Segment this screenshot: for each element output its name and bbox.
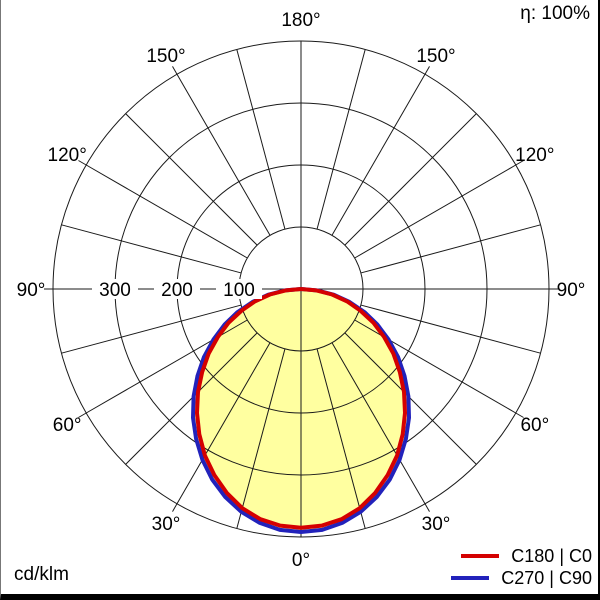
legend-item-c270-c90: C270 | C90 — [451, 568, 592, 588]
grid-spoke — [125, 113, 258, 246]
angle-label-120-right: 120° — [515, 145, 554, 166]
radial-label-plate — [92, 279, 138, 299]
radial-label-plate — [216, 279, 262, 299]
grid-spoke — [316, 348, 366, 529]
radial-label-300: 300 — [99, 280, 131, 301]
angle-label-60-right: 60° — [520, 415, 549, 436]
angle-tick — [172, 503, 178, 512]
angle-tick — [172, 66, 178, 75]
angle-labels: 0° 30° 30° 60° 60° 90° 90° 120° 120° 150° 150° 180° — [17, 10, 586, 571]
radial-label-plate — [154, 279, 200, 299]
angle-tick — [424, 503, 430, 512]
angle-tick — [424, 66, 430, 75]
grid-spoke — [85, 164, 248, 259]
angle-label-150-left: 150° — [146, 46, 185, 67]
grid-spoke — [125, 332, 258, 465]
grid-spoke — [354, 164, 517, 259]
legend: C180 | C0 C270 | C90 — [451, 546, 592, 588]
grid-spoke — [236, 348, 286, 529]
angle-label-150-right: 150° — [416, 46, 455, 67]
angle-label-180: 180° — [281, 10, 320, 31]
angle-label-60-left: 60° — [53, 415, 82, 436]
grid-spoke — [360, 224, 541, 274]
angle-tick — [515, 412, 524, 418]
angle-label-0: 0° — [292, 550, 310, 571]
grid-spoke — [344, 113, 477, 246]
angle-label-90-left: 90° — [17, 280, 46, 301]
grid-spoke — [331, 73, 426, 236]
grid-spoke — [316, 49, 366, 230]
radial-label-100: 100 — [223, 280, 255, 301]
legend-line-red-icon — [461, 554, 500, 558]
angle-label-90-right: 90° — [557, 280, 586, 301]
grid-spoke — [176, 342, 271, 505]
angle-tick — [515, 160, 524, 166]
legend-label-c180-c0: C180 | C0 — [511, 545, 592, 566]
grid-spoke — [360, 304, 541, 354]
grid-spokes — [61, 49, 541, 529]
angle-label-30-right: 30° — [422, 514, 451, 535]
angle-label-120-left: 120° — [48, 145, 87, 166]
efficiency-label: η: 100% — [520, 3, 590, 24]
angle-tick — [78, 160, 87, 166]
grid-spoke — [344, 332, 477, 465]
grid-spoke — [176, 73, 271, 236]
curve-c270-c90 — [191, 287, 411, 534]
grid-spoke — [61, 224, 242, 274]
radial-labels: 300 200 100 — [92, 279, 262, 301]
grid-spoke — [61, 304, 242, 354]
legend-item-c180-c0: C180 | C0 — [451, 546, 592, 566]
angle-label-30-left: 30° — [152, 514, 181, 535]
legend-line-blue-icon — [451, 576, 490, 580]
legend-label-c270-c90: C270 | C90 — [501, 567, 592, 588]
angle-ticks — [44, 66, 558, 512]
curve-c180-c0 — [195, 287, 407, 530]
radial-label-200: 200 — [161, 280, 193, 301]
angle-tick — [78, 412, 87, 418]
grid-spoke — [236, 49, 286, 230]
grid-spoke — [331, 342, 426, 505]
curves — [191, 287, 411, 534]
unit-label: cd/klm — [14, 564, 69, 585]
